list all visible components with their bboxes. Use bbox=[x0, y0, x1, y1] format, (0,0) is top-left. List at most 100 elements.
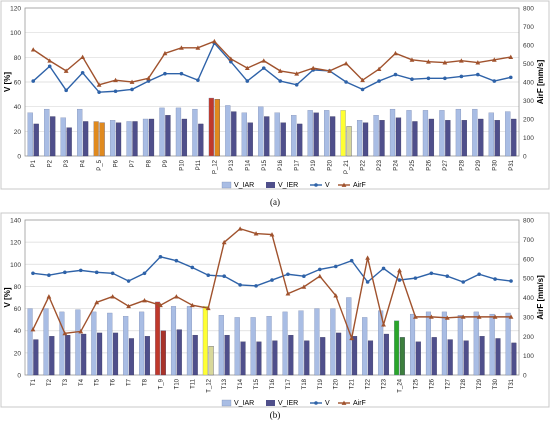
bar-v-iar bbox=[340, 110, 346, 157]
bar-v-iar bbox=[489, 313, 495, 376]
series-airf-point bbox=[63, 68, 69, 73]
y2-tick-label: 700 bbox=[523, 24, 534, 31]
bar-v-ier bbox=[346, 126, 352, 157]
y-tick-label: 40 bbox=[14, 104, 22, 111]
bar-v-iar bbox=[60, 117, 66, 157]
series-airf-point bbox=[381, 322, 386, 327]
x-tick-label: T16 bbox=[270, 378, 276, 389]
series-airf-point bbox=[317, 273, 323, 279]
bar-v-iar bbox=[109, 120, 116, 157]
series-v-point bbox=[413, 276, 418, 280]
x-tick-label: T2 bbox=[47, 378, 53, 386]
series-v-point bbox=[344, 80, 348, 84]
series-airf-point bbox=[413, 314, 418, 319]
series-v-point bbox=[381, 266, 386, 271]
series-airf-point bbox=[46, 294, 52, 299]
x-tick-label: P7 bbox=[130, 159, 136, 167]
bar-v-ier bbox=[367, 340, 374, 376]
series-airf-line bbox=[32, 227, 512, 341]
series-v-point bbox=[445, 274, 450, 278]
y-tick-label: 120 bbox=[10, 6, 21, 13]
bar-v-ier bbox=[165, 115, 171, 157]
legend-swatch-v-iar bbox=[221, 181, 232, 189]
bar-v-iar bbox=[27, 112, 33, 157]
series-v-point bbox=[47, 64, 52, 69]
y2-tick-label: 400 bbox=[523, 80, 534, 87]
series-airf-point bbox=[343, 61, 349, 66]
bar-v-ier bbox=[412, 121, 418, 157]
series-airf-point bbox=[253, 231, 259, 236]
bar-v-iar bbox=[394, 320, 400, 376]
bar-v-ier bbox=[362, 122, 369, 157]
bar-v-iar bbox=[155, 301, 161, 376]
bar-v-ier bbox=[176, 329, 182, 376]
x-tick-label: T26 bbox=[429, 378, 435, 389]
legend-label-airf: AirF bbox=[353, 400, 366, 407]
series-v-point bbox=[393, 72, 398, 77]
x-tick-label: P1 bbox=[31, 159, 37, 167]
y-tick-label: 100 bbox=[10, 262, 21, 269]
chart-b: 0 20 40 60 80 100 120 140 0 100 200 300 400 500 600 700… bbox=[0, 212, 550, 408]
series-airf-point bbox=[294, 71, 300, 76]
bar-v-iar bbox=[356, 120, 363, 157]
x-tick-label: P20 bbox=[328, 159, 334, 170]
y2-tick-label: 200 bbox=[523, 334, 534, 341]
y-tick-label: 60 bbox=[14, 306, 22, 313]
series-airf-point bbox=[173, 294, 179, 299]
series-airf-point bbox=[310, 65, 316, 71]
y2-tick-label: 100 bbox=[523, 353, 534, 360]
x-tick-label: P3 bbox=[64, 159, 70, 167]
series-airf-line bbox=[32, 40, 511, 86]
series-v-point bbox=[190, 265, 195, 270]
bar-v-ier bbox=[399, 337, 405, 376]
series-airf-point bbox=[228, 56, 234, 61]
bar-v-iar bbox=[472, 108, 478, 157]
bar-v-iar bbox=[409, 313, 416, 376]
bar-v-ier bbox=[288, 334, 294, 376]
legend-label-v-iar: V_IAR bbox=[234, 400, 254, 407]
bar-v-iar bbox=[142, 118, 149, 157]
series-v-point bbox=[261, 66, 266, 70]
x-tick-label: T8 bbox=[143, 378, 149, 386]
y2-tick-label: 500 bbox=[523, 276, 534, 283]
x-tick-label: P25 bbox=[410, 159, 416, 170]
bar-v-ier bbox=[132, 121, 138, 157]
x-tick-label: T5 bbox=[95, 378, 101, 386]
y-tick-label: 0 bbox=[17, 154, 21, 161]
caption-b: (b) bbox=[269, 410, 281, 420]
series-airf-point bbox=[261, 58, 267, 63]
series-airf-point bbox=[179, 45, 184, 50]
bar-v-ier bbox=[224, 334, 230, 376]
bar-v-iar bbox=[441, 311, 447, 376]
x-tick-label: T23 bbox=[382, 378, 388, 389]
y2-tick-label: 800 bbox=[523, 6, 534, 13]
series-v-point bbox=[78, 268, 83, 273]
x-tick-label: T3 bbox=[63, 378, 69, 386]
legend-label-airf: AirF bbox=[353, 182, 366, 189]
bar-v-iar bbox=[123, 316, 129, 376]
bar-v-ier bbox=[99, 122, 105, 157]
y2-axis-label: AirF [mm/s] bbox=[536, 59, 545, 104]
x-tick-label: T17 bbox=[286, 378, 292, 389]
x-tick-label: T29 bbox=[477, 378, 483, 389]
bar-v-iar bbox=[314, 308, 320, 376]
bar-v-ier bbox=[304, 340, 310, 376]
x-tick-label: P8 bbox=[147, 159, 153, 167]
bar-v-ier bbox=[479, 336, 485, 376]
bar-v-iar bbox=[43, 308, 49, 376]
x-tick-label: T_24 bbox=[397, 378, 403, 392]
series-airf-point bbox=[426, 59, 431, 64]
chart-panel-b: 0 20 40 60 80 100 120 140 0 100 200 300 400 500 600 700… bbox=[0, 212, 550, 423]
bar-v-iar bbox=[505, 111, 511, 157]
bar-v-ier bbox=[97, 332, 103, 376]
series-airf-point bbox=[62, 330, 68, 336]
bar-v-iar bbox=[27, 308, 33, 376]
y-tick-label: 60 bbox=[14, 80, 22, 87]
series-airf-point bbox=[376, 66, 382, 71]
legend-label-v: V bbox=[325, 400, 330, 407]
x-tick-label: T28 bbox=[461, 378, 467, 389]
series-airf-point bbox=[458, 58, 464, 63]
bar-v-ier bbox=[478, 118, 484, 157]
series-airf-point bbox=[126, 303, 131, 309]
bar-v-iar bbox=[159, 107, 165, 157]
